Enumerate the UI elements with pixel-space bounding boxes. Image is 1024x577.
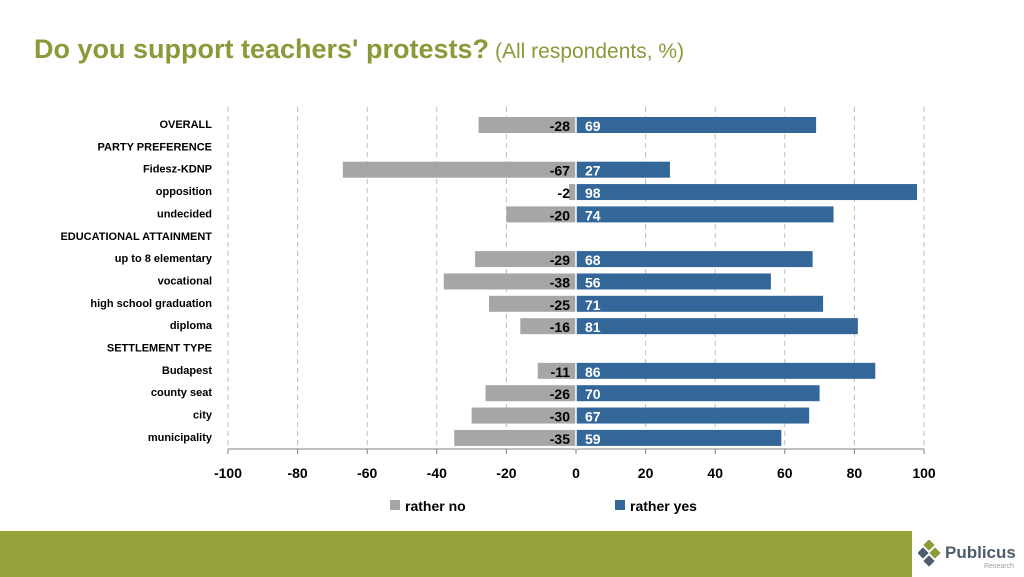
x-tick-label: -100 [214,465,242,481]
bar-rather-no [485,385,576,402]
chart-title: Do you support teachers' protests? (All r… [34,34,684,65]
data-label-rather-yes: 81 [585,319,601,335]
data-label-rather-no: -67 [550,163,570,179]
data-label-rather-no: -30 [550,409,570,425]
category-label: opposition [156,186,212,198]
x-tick-label: -80 [287,465,307,481]
x-tick-label: 80 [847,465,863,481]
data-label-rather-yes: 71 [585,297,601,313]
publicus-logo: Publicus Research [914,531,1024,577]
logo-subtext: Research [984,563,1014,570]
category-label: diploma [170,320,213,332]
data-label-rather-yes: 68 [585,252,601,268]
category-label: undecided [157,208,212,220]
data-label-rather-yes: 59 [585,431,601,447]
bar-rather-yes [576,385,820,402]
data-label-rather-yes: 86 [585,364,601,380]
bar-rather-no [478,117,576,133]
bar-rather-no [537,362,576,379]
data-label-rather-no: -25 [550,297,570,313]
category-label: city [193,410,213,422]
bar-rather-no [520,318,576,335]
bar-rather-no [454,429,576,446]
x-tick-label: 40 [707,465,723,481]
logo-text: Publicus [945,543,1016,562]
legend-label-rather-yes: rather yes [630,498,697,514]
bar-rather-no [342,161,576,178]
footer-bar [0,531,912,577]
data-label-rather-no: -26 [550,386,570,402]
x-tick-label: 60 [777,465,793,481]
data-label-rather-yes: 56 [585,274,601,290]
category-label: municipality [148,432,213,444]
bar-rather-no [443,273,576,290]
bar-rather-yes [576,407,810,424]
legend-label-rather-no: rather no [405,498,466,514]
category-label: OVERALL [159,119,212,131]
data-label-rather-yes: 70 [585,386,601,402]
category-label: Fidesz-KDNP [143,164,212,176]
logo-diamond-icon [918,540,941,567]
data-label-rather-yes: 27 [585,163,601,179]
category-label: vocational [158,275,212,287]
title-text: Do you support teachers' protests? [34,34,489,64]
category-label: PARTY PREFERENCE [97,141,212,153]
bar-rather-yes [576,273,771,290]
category-label: county seat [151,387,212,399]
data-label-rather-yes: 67 [585,409,601,425]
data-label-rather-no: -2 [558,185,571,201]
bar-rather-no [489,295,576,312]
x-tick-label: 20 [638,465,654,481]
data-label-rather-no: -11 [551,364,571,380]
category-label: high school graduation [90,298,212,310]
data-label-rather-no: -20 [550,207,570,223]
bar-rather-yes [576,161,670,178]
bar-rather-yes [576,295,824,312]
bar-rather-yes [576,429,782,446]
bar-rather-no [475,251,576,268]
data-label-rather-no: -28 [550,118,570,134]
bar-rather-yes [576,184,918,201]
data-label-rather-yes: 69 [585,118,601,134]
bar-rather-yes [576,318,858,335]
legend-swatch-rather-no [390,500,400,510]
bar-rather-yes [576,206,834,223]
data-label-rather-no: -29 [550,252,570,268]
data-label-rather-no: -16 [550,319,570,335]
category-label: Budapest [162,365,212,377]
x-tick-label: -40 [427,465,447,481]
data-label-rather-yes: 98 [585,185,601,201]
x-tick-label: 100 [912,465,936,481]
x-tick-label: -20 [496,465,516,481]
category-label: up to 8 elementary [115,253,213,265]
legend-swatch-rather-yes [615,500,625,510]
chart-subtitle: (All respondents, %) [495,40,685,63]
bar-rather-yes [576,117,817,133]
data-label-rather-no: -38 [550,274,570,290]
x-tick-label: -60 [357,465,377,481]
data-label-rather-no: -35 [550,431,570,447]
bar-rather-no [506,206,576,223]
data-label-rather-yes: 74 [585,207,601,223]
bar-rather-yes [576,362,876,379]
x-tick-label: 0 [572,465,580,481]
bar-rather-no [471,407,576,424]
category-label: SETTLEMENT TYPE [107,343,212,355]
bar-rather-yes [576,251,813,268]
category-label: EDUCATIONAL ATTAINMENT [60,231,212,243]
bar-rather-no [569,184,576,201]
